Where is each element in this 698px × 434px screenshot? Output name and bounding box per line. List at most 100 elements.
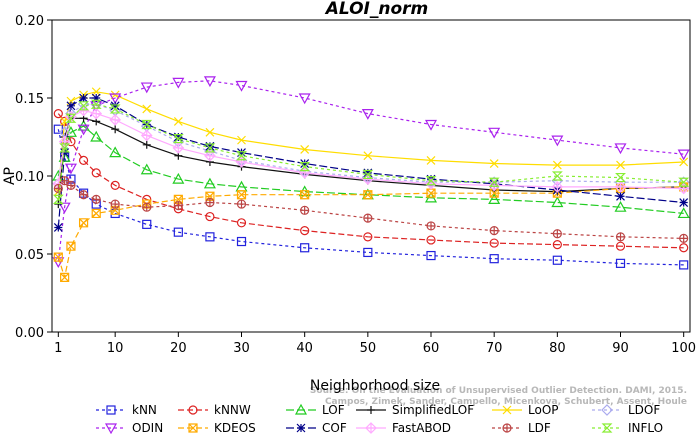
- data-point-knnw: [78, 155, 89, 165]
- legend-label: COF: [322, 421, 347, 434]
- data-point-cof: [53, 223, 63, 232]
- data-point-loop: [489, 159, 499, 168]
- data-point-inflo: [236, 151, 247, 161]
- data-point-knn: [205, 232, 215, 242]
- data-point-fastabod: [140, 129, 153, 142]
- data-point-odin: [298, 93, 311, 105]
- legend-label: kNNW: [214, 403, 251, 417]
- legend-marker: [365, 422, 377, 434]
- data-point-ldf: [91, 194, 101, 204]
- data-point-cof: [173, 132, 183, 142]
- data-point-odin: [551, 135, 564, 147]
- data-point-ldf: [142, 202, 152, 212]
- legend-item-knnw: kNNW: [178, 403, 251, 417]
- y-tick-label: 0.10: [15, 170, 44, 185]
- data-point-loop: [142, 104, 152, 114]
- legend-marker: [188, 423, 198, 433]
- data-point-lof: [109, 146, 122, 158]
- legend-label: ODIN: [132, 421, 163, 434]
- data-point-fastabod: [204, 149, 216, 162]
- data-point-knn: [142, 219, 152, 229]
- legend-item-odin: ODIN: [96, 421, 163, 434]
- x-tick-label: 10: [107, 341, 124, 356]
- data-point-odin: [235, 80, 248, 92]
- data-point-odin: [64, 163, 77, 175]
- data-point-kdeos: [91, 208, 101, 219]
- legend-item-fastabod: FastABOD: [356, 421, 451, 434]
- data-point-ldf: [66, 180, 76, 190]
- legend-label: kNN: [132, 403, 157, 417]
- data-point-inflo: [488, 177, 500, 187]
- data-point-lof: [140, 163, 153, 175]
- legend-marker: [601, 404, 613, 416]
- axes: 1 10 20 30 40 50 60 70 80 90 100 0.00 0.05 0.10 0.15 0.…: [15, 14, 696, 356]
- data-point-fastabod: [172, 142, 185, 154]
- data-point-ldf: [236, 199, 247, 209]
- y-tick-label: 0.00: [15, 326, 44, 341]
- data-point-knnw: [552, 240, 562, 250]
- legend-item-loop: LoOP: [492, 403, 559, 417]
- data-point-inflo: [425, 176, 437, 186]
- data-point-loop: [237, 135, 246, 145]
- legend-item-cof: COF: [286, 421, 347, 434]
- legend-label: LDOF: [628, 403, 660, 417]
- legend-marker: [296, 423, 306, 433]
- data-point-knn: [173, 227, 183, 237]
- data-point-cof: [79, 93, 89, 103]
- x-tick-label: 100: [671, 341, 696, 356]
- data-point-fastabod: [109, 113, 122, 126]
- data-point-kdeos: [236, 190, 247, 200]
- data-point-loop: [173, 116, 183, 126]
- data-point-ldf: [363, 213, 373, 223]
- x-tick-label: 60: [423, 341, 440, 356]
- legend-label: LOF: [322, 403, 345, 417]
- data-point-kdeos: [300, 190, 310, 200]
- data-point-odin: [361, 108, 374, 120]
- data-point-lof: [551, 196, 564, 208]
- data-point-cof: [110, 101, 120, 111]
- data-point-inflo: [65, 113, 77, 123]
- data-point-knnw: [53, 108, 63, 119]
- data-point-cof: [205, 141, 215, 151]
- data-point-kdeos: [78, 218, 89, 228]
- data-point-kdeos: [60, 272, 70, 282]
- data-point-loop: [616, 160, 625, 170]
- series-inflo: [52, 99, 690, 204]
- data-point-inflo: [615, 172, 626, 183]
- legend-label: FastABOD: [392, 421, 451, 434]
- y-axis-label: AP: [2, 167, 18, 185]
- data-point-inflo: [90, 99, 102, 109]
- data-point-ldf: [300, 205, 310, 215]
- legend-label: LDF: [528, 421, 551, 434]
- data-point-ldf: [53, 183, 63, 194]
- data-point-inflo: [109, 104, 121, 114]
- data-point-inflo: [59, 143, 71, 153]
- legend-marker: [601, 423, 613, 433]
- data-point-knn: [489, 254, 499, 264]
- legend-item-knn: kNN: [96, 403, 157, 417]
- series-line-ldf: [57, 179, 684, 239]
- data-point-odin: [58, 202, 71, 214]
- legend-marker: [106, 405, 116, 415]
- data-point-loop: [426, 155, 436, 165]
- data-point-cof: [91, 93, 101, 103]
- chart-title: ALOI_norm: [324, 0, 429, 19]
- data-point-knn: [615, 258, 626, 268]
- series-kdeos: [53, 182, 689, 282]
- legend-item-ldof: LDOF: [592, 403, 660, 417]
- x-tick-label: 70: [486, 341, 503, 356]
- data-point-simplifiedlof: [142, 140, 151, 149]
- data-point-loop: [679, 157, 689, 167]
- data-point-ldf: [60, 176, 70, 186]
- data-point-cof: [363, 168, 373, 178]
- legend-item-simplifiedlof: SimplifiedLOF: [356, 403, 474, 417]
- data-point-knn: [552, 255, 562, 265]
- series-line-lof: [57, 125, 684, 214]
- series-ldf: [53, 176, 689, 243]
- data-point-knn: [679, 260, 689, 270]
- data-point-inflo: [141, 119, 153, 130]
- data-point-ldf: [552, 229, 562, 239]
- y-tick-label: 0.20: [15, 14, 44, 29]
- data-point-fastabod: [551, 181, 564, 193]
